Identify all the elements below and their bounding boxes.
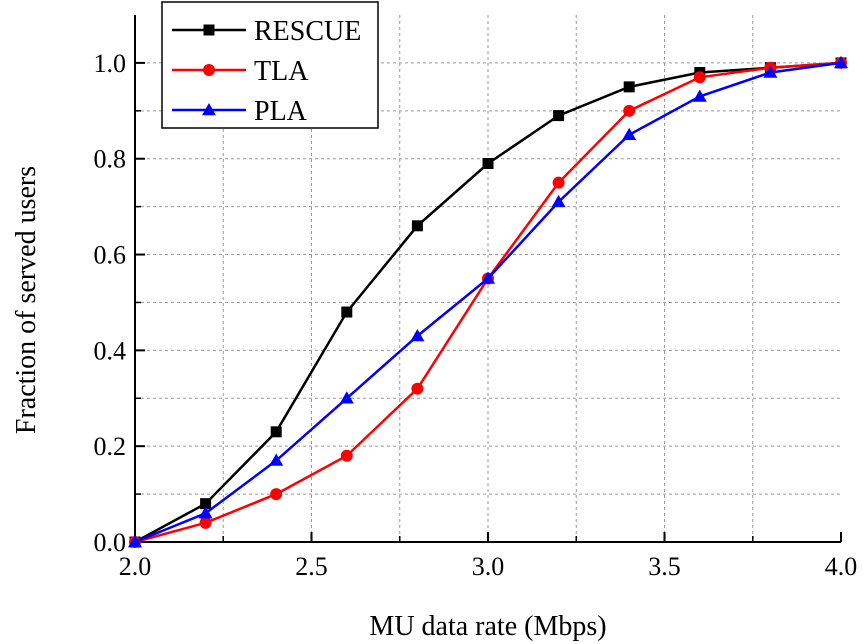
data-point-pla — [198, 506, 213, 519]
data-point-rescue — [341, 306, 353, 318]
data-point-tla — [199, 516, 212, 529]
series-group — [128, 55, 848, 548]
data-point-pla — [269, 453, 284, 466]
legend: RESCUE TLA PLA — [161, 1, 379, 129]
legend-label: RESCUE — [254, 16, 361, 47]
data-point-pla — [410, 328, 425, 342]
data-point-tla — [270, 488, 283, 501]
x-tick-label: 2.0 — [119, 552, 152, 581]
data-point-pla — [622, 127, 637, 141]
data-point-rescue — [411, 220, 423, 232]
y-tick-label: 0.4 — [94, 336, 127, 365]
legend-marker — [202, 103, 216, 116]
data-point-tla — [340, 449, 353, 462]
data-point-tla — [623, 104, 636, 117]
data-point-pla — [551, 194, 566, 208]
legend-item-pla: PLA — [172, 96, 308, 127]
y-tick-label: 1.0 — [94, 49, 127, 78]
data-point-tla — [693, 71, 706, 84]
legend-marker — [203, 24, 215, 36]
data-point-tla — [552, 176, 565, 189]
legend-item-rescue: RESCUE — [172, 16, 361, 47]
grid — [135, 15, 841, 542]
data-point-rescue — [623, 81, 635, 93]
y-tick-label: 0.0 — [94, 528, 127, 557]
series-pla — [128, 55, 848, 548]
data-point-pla — [763, 65, 778, 78]
data-point-pla — [692, 89, 707, 102]
data-point-rescue — [270, 426, 282, 438]
x-tick-label: 3.0 — [472, 552, 505, 581]
legend-box — [161, 1, 379, 129]
axes — [134, 15, 842, 543]
tick-labels: 2.0 2.5 3.0 3.5 4.0 0.0 0.2 0.4 0.6 0.8 1.0 — [94, 49, 858, 581]
y-tick-label: 0.6 — [94, 241, 127, 270]
data-point-pla — [128, 535, 142, 548]
x-axis-title: MU data rate (Mbps) — [369, 611, 606, 642]
data-point-tla — [411, 382, 424, 395]
legend-item-tla: TLA — [172, 56, 309, 87]
x-tick-label: 2.5 — [295, 552, 328, 581]
data-point-pla — [834, 55, 848, 69]
legend-label: PLA — [254, 96, 308, 127]
y-axis-title: Fraction of served users — [11, 166, 42, 434]
data-point-rescue — [553, 110, 565, 122]
y-tick-label: 0.2 — [94, 432, 127, 461]
data-point-rescue — [482, 158, 494, 170]
legend-label: TLA — [254, 56, 309, 87]
y-tick-label: 0.8 — [94, 145, 127, 174]
data-point-pla — [481, 271, 495, 284]
data-point-pla — [339, 391, 354, 404]
x-tick-label: 3.5 — [648, 552, 681, 581]
x-tick-label: 4.0 — [825, 552, 858, 581]
legend-marker — [203, 64, 215, 76]
data-point-rescue — [200, 498, 212, 510]
